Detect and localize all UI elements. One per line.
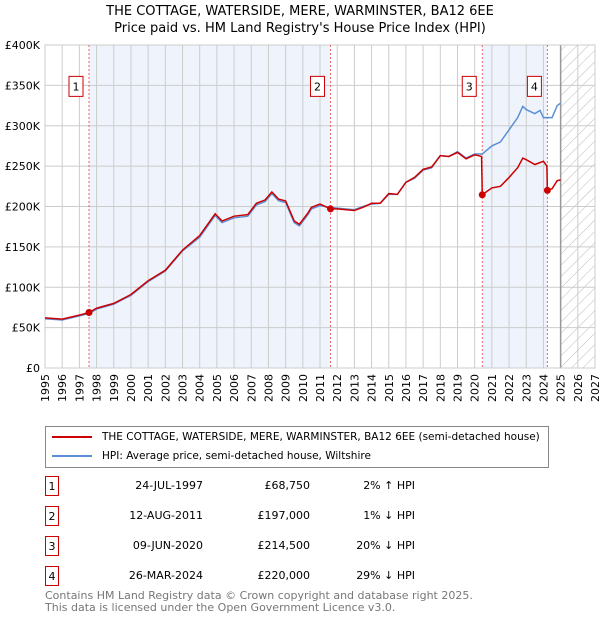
x-tick-label: 2012 <box>331 374 344 402</box>
x-tick-label: 2005 <box>211 374 224 402</box>
sale-date: 26-MAR-2024 <box>128 569 203 582</box>
x-tick-label: 2011 <box>314 374 327 402</box>
x-tick-label: 2016 <box>400 374 413 402</box>
x-tick-label: 2001 <box>142 374 155 402</box>
footer-licence: This data is licensed under the Open Gov… <box>45 601 396 614</box>
legend: THE COTTAGE, WATERSIDE, MERE, WARMINSTER… <box>45 426 549 468</box>
sale-number: 1 <box>45 476 59 496</box>
sale-price: £220,000 <box>257 569 311 582</box>
x-tick-label: 1995 <box>39 374 52 402</box>
sale-hpi-diff: 29% ↓ HPI <box>356 569 415 582</box>
x-tick-label: 2007 <box>245 374 258 402</box>
y-tick-label: £150K <box>5 241 41 254</box>
x-tick-label: 2003 <box>177 374 190 402</box>
legend-swatch-property <box>52 436 92 438</box>
legend-swatch-hpi <box>52 455 92 457</box>
sale-row: 2 12-AUG-2011 £197,000 1% ↓ HPI <box>45 506 445 526</box>
x-tick-label: 2027 <box>589 374 600 402</box>
legend-label-property: THE COTTAGE, WATERSIDE, MERE, WARMINSTER… <box>102 431 540 443</box>
sale-hpi-diff: 20% ↓ HPI <box>356 539 415 552</box>
y-tick-label: £0 <box>26 362 40 375</box>
legend-label-hpi: HPI: Average price, semi-detached house,… <box>102 450 371 462</box>
sale-label-number: 2 <box>314 80 321 93</box>
y-tick-label: £350K <box>5 79 41 92</box>
sale-number: 4 <box>45 566 59 586</box>
x-tick-label: 2015 <box>383 374 396 402</box>
price-chart: 1995 1996 1997 1998 1999 2000 2001 2002 2003 2004… <box>5 39 600 402</box>
x-tick-label: 1998 <box>91 374 104 402</box>
footer-copyright: Contains HM Land Registry data © Crown c… <box>45 589 473 602</box>
x-tick-label: 2004 <box>194 374 207 402</box>
sale-label-number: 4 <box>531 80 538 93</box>
sale-hpi-diff: 2% ↑ HPI <box>363 479 415 492</box>
x-tick-label: 2022 <box>503 374 516 402</box>
x-tick-label: 2002 <box>159 374 172 402</box>
x-tick-label: 2024 <box>537 374 550 402</box>
y-tick-label: £100K <box>5 281 41 294</box>
sale-price: £214,500 <box>257 539 311 552</box>
sale-row: 3 09-JUN-2020 £214,500 20% ↓ HPI <box>45 536 445 556</box>
sale-hpi-diff: 1% ↓ HPI <box>363 509 415 522</box>
sale-label-number: 1 <box>73 80 80 93</box>
sale-number: 3 <box>45 536 59 556</box>
x-tick-label: 2009 <box>280 374 293 402</box>
x-tick-label: 2023 <box>520 374 533 402</box>
x-tick-label: 1997 <box>73 374 86 402</box>
sale-price: £68,750 <box>264 479 311 492</box>
y-tick-label: £400K <box>5 39 41 52</box>
x-tick-label: 2020 <box>469 374 482 402</box>
x-tick-label: 2026 <box>572 374 585 402</box>
x-tick-label: 2013 <box>348 374 361 402</box>
x-tick-label: 2014 <box>366 374 379 402</box>
property-price-line <box>44 151 561 320</box>
sale-label-number: 3 <box>466 80 473 93</box>
x-tick-label: 2021 <box>486 374 499 402</box>
sale-row: 1 24-JUL-1997 £68,750 2% ↑ HPI <box>45 476 445 496</box>
sale-label-box <box>526 75 542 97</box>
x-tick-label: 1996 <box>56 374 69 402</box>
y-tick-label: £50K <box>12 322 41 335</box>
sale-label-box <box>461 75 477 97</box>
sale-point <box>478 191 486 199</box>
sale-date: 12-AUG-2011 <box>129 509 203 522</box>
sale-label-box <box>309 75 325 97</box>
x-tick-label: 2010 <box>297 374 310 402</box>
x-tick-label: 2000 <box>125 374 138 402</box>
sale-label-box <box>68 75 84 97</box>
plot-border <box>44 44 596 369</box>
chart-subtitle: Price paid vs. HM Land Registry's House … <box>114 21 486 36</box>
x-tick-label: 1999 <box>108 374 121 402</box>
x-tick-label: 2018 <box>434 374 447 402</box>
sale-date: 24-JUL-1997 <box>135 479 203 492</box>
chart-title: THE COTTAGE, WATERSIDE, MERE, WARMINSTER… <box>106 4 494 19</box>
sale-point <box>85 308 93 316</box>
sale-point <box>326 205 334 213</box>
x-tick-label: 2008 <box>262 374 275 402</box>
sale-date: 09-JUN-2020 <box>132 539 203 552</box>
y-tick-label: £200K <box>5 201 41 214</box>
sale-price: £197,000 <box>257 509 311 522</box>
sale-row: 4 26-MAR-2024 £220,000 29% ↓ HPI <box>45 566 445 586</box>
y-tick-label: £300K <box>5 120 41 133</box>
x-tick-label: 2006 <box>228 374 241 402</box>
x-tick-label: 2017 <box>417 374 430 402</box>
y-tick-label: £250K <box>5 160 41 173</box>
x-tick-label: 2019 <box>452 374 465 402</box>
sale-point <box>543 186 551 194</box>
sale-number: 2 <box>45 506 59 526</box>
x-tick-label: 2025 <box>555 374 568 402</box>
